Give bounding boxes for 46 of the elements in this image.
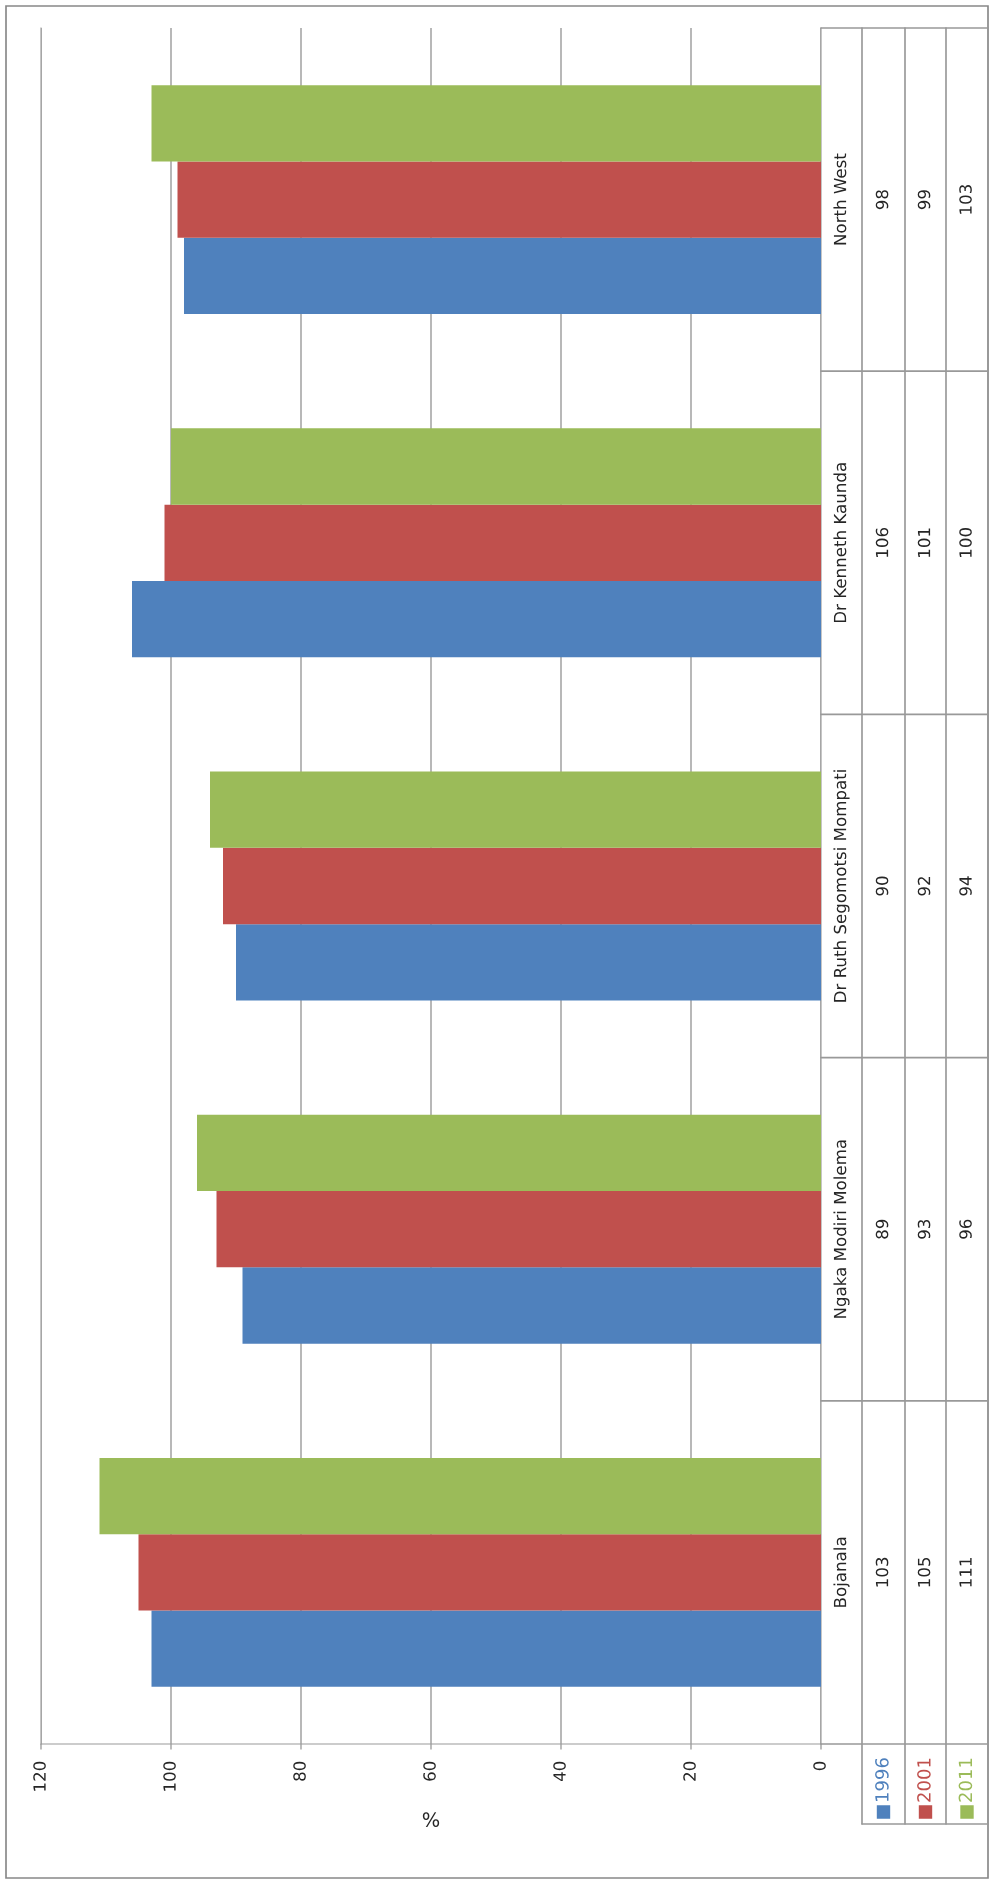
data-label: 103: [875, 1557, 889, 1587]
text: 2001: [917, 1758, 931, 1802]
bar: [184, 237, 821, 315]
bar: [164, 504, 821, 581]
x-tick-label: 120: [33, 1761, 46, 1791]
bar: [99, 1457, 821, 1535]
data-label: 103: [959, 185, 972, 214]
data-label: 100: [959, 528, 972, 557]
data-label: 105: [917, 1557, 931, 1587]
data-label: 106: [875, 527, 889, 557]
y-tick-label: Dr Kenneth Kaunda: [833, 463, 847, 623]
x-tick-label: 100: [163, 1761, 176, 1791]
bar: [138, 1534, 821, 1611]
y-tick-label: Ngaka Modiri Molema: [833, 1140, 850, 1318]
bar: [223, 847, 821, 925]
x-tick-label: 0: [813, 1761, 826, 1771]
bar: [197, 1114, 821, 1192]
bar: [151, 85, 821, 162]
x-tick-label: 20: [683, 1761, 696, 1781]
data-label: 98: [875, 190, 889, 210]
x-tick-label: 40: [553, 1761, 566, 1782]
data-label: 90: [875, 876, 889, 896]
bar: [210, 771, 821, 848]
data-label: 99: [917, 190, 931, 210]
bar: [171, 428, 821, 505]
x-tick-label: 80: [293, 1761, 306, 1781]
x-tick-label: 60: [423, 1761, 436, 1781]
bar: [216, 1191, 821, 1268]
y-tick-label: Dr Ruth Segomotsi Mompati: [833, 770, 850, 1002]
data-label: 94: [959, 876, 972, 896]
data-label: 101: [917, 528, 931, 557]
data-label: 89: [875, 1219, 889, 1239]
y-tick-label: North West: [833, 153, 847, 245]
data-label: 92: [917, 877, 931, 896]
data-label: 111: [959, 1558, 972, 1587]
bar: [177, 161, 821, 238]
y-tick-label: Bojanala: [833, 1537, 850, 1607]
text: 1996: [875, 1758, 889, 1802]
bar: [132, 580, 821, 658]
bar: [242, 1267, 821, 1344]
bar: [236, 924, 821, 1001]
data-label: 96: [959, 1219, 972, 1239]
x-axis-title: %: [422, 1812, 440, 1827]
data-label: 93: [917, 1219, 931, 1239]
text: 2011: [958, 1758, 973, 1802]
bar: [151, 1610, 821, 1687]
